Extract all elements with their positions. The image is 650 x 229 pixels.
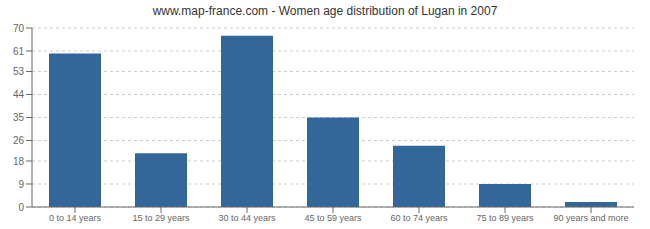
svg-text:45 to 59 years: 45 to 59 years bbox=[304, 213, 362, 223]
svg-text:18: 18 bbox=[13, 156, 25, 167]
svg-text:30 to 44 years: 30 to 44 years bbox=[218, 213, 276, 223]
svg-text:60 to 74 years: 60 to 74 years bbox=[390, 213, 448, 223]
svg-text:53: 53 bbox=[13, 66, 25, 77]
svg-text:44: 44 bbox=[13, 89, 25, 100]
svg-text:26: 26 bbox=[13, 135, 25, 146]
svg-text:9: 9 bbox=[18, 179, 24, 190]
svg-text:0: 0 bbox=[18, 202, 24, 213]
svg-text:61: 61 bbox=[13, 46, 25, 57]
svg-text:75 to 89 years: 75 to 89 years bbox=[476, 213, 534, 223]
html-text:www.map-france.com - Women age: www.map-france.com - Women age distribut… bbox=[152, 4, 498, 18]
svg-text:90 years and more: 90 years and more bbox=[553, 213, 628, 223]
svg-text:0 to 14 years: 0 to 14 years bbox=[49, 213, 102, 223]
svg-text:35: 35 bbox=[13, 112, 25, 123]
svg-text:70: 70 bbox=[13, 23, 25, 34]
svg-text:15 to 29 years: 15 to 29 years bbox=[132, 213, 190, 223]
